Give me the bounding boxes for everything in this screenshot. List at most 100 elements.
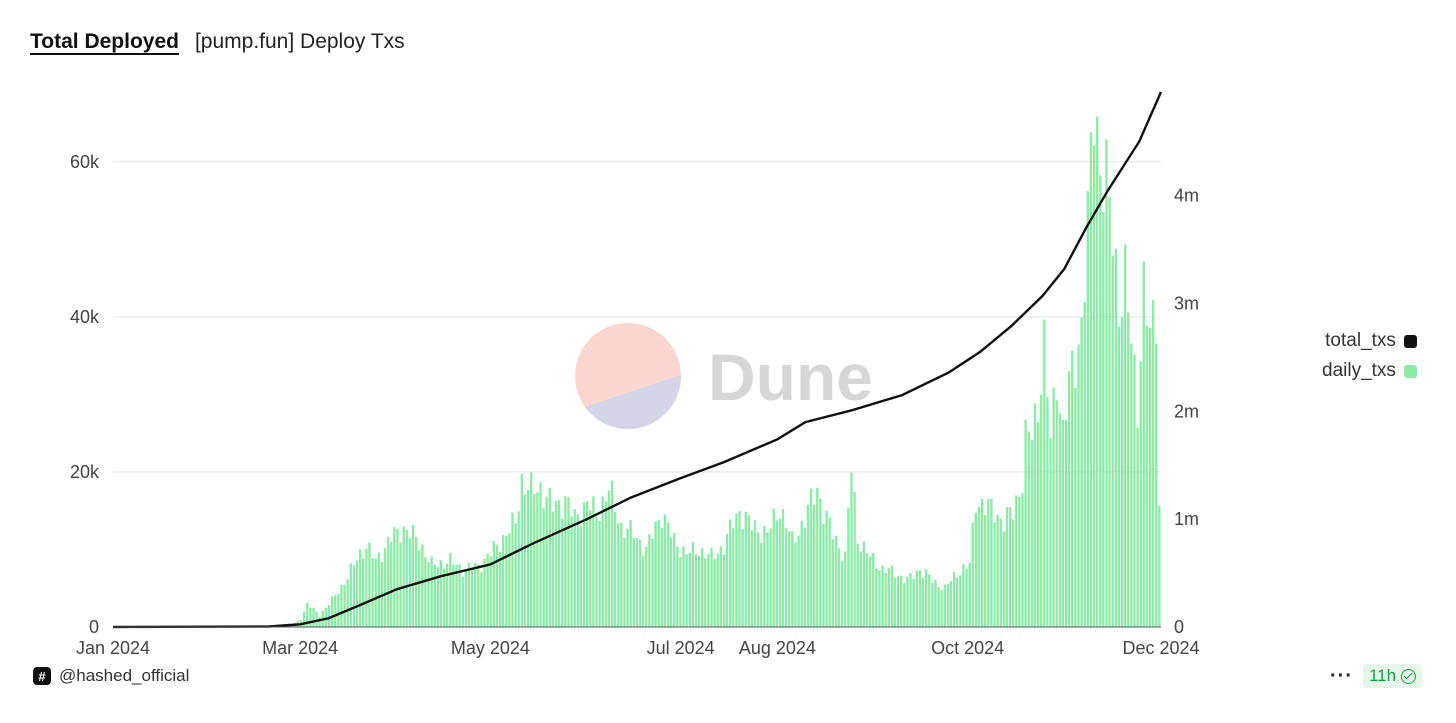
daily-bar (984, 514, 987, 627)
y-left-tick-label: 40k (70, 307, 100, 327)
y-left-tick-label: 20k (70, 462, 100, 482)
daily-bar (486, 553, 489, 627)
daily-bar (1136, 427, 1139, 627)
daily-bar (446, 563, 449, 627)
daily-bar (405, 529, 408, 627)
daily-bar (430, 556, 433, 627)
daily-bar (334, 595, 337, 627)
daily-bar (570, 516, 573, 627)
daily-bar (480, 572, 483, 627)
daily-bar (477, 564, 480, 627)
daily-bar (1114, 248, 1117, 628)
daily-bar (965, 568, 968, 627)
daily-bar (315, 611, 318, 627)
daily-bar (585, 501, 589, 627)
daily-bar (813, 504, 816, 627)
daily-bar (371, 557, 374, 627)
daily-bar (1018, 496, 1021, 627)
daily-bar (427, 562, 430, 627)
daily-bar (987, 499, 990, 627)
daily-bar (582, 502, 586, 627)
daily-bar (959, 575, 962, 627)
daily-bar (638, 540, 642, 627)
legend-item-total[interactable]: total_txs (1322, 326, 1417, 356)
daily-bar (1074, 387, 1077, 627)
daily-bar (452, 564, 455, 627)
daily-bar (943, 584, 946, 627)
daily-bar (1120, 316, 1124, 627)
daily-bar (414, 537, 418, 627)
daily-bar (840, 560, 844, 627)
daily-bar (461, 576, 464, 627)
x-tick-label: Aug 2024 (739, 638, 816, 658)
daily-bar (641, 555, 645, 627)
legend-swatch-total (1403, 334, 1417, 348)
chart-header: Total Deployed [pump.fun] Deploy Txs (30, 30, 405, 54)
y-right-tick-label: 0 (1174, 617, 1184, 637)
daily-bar (881, 565, 884, 627)
daily-bar (853, 492, 856, 627)
daily-bar (1080, 317, 1083, 627)
legend-item-daily[interactable]: daily_txs (1322, 356, 1417, 386)
daily-bar (993, 522, 996, 627)
daily-bar (903, 582, 906, 627)
daily-bar (396, 528, 399, 627)
daily-bar (1139, 361, 1142, 627)
daily-bar (492, 540, 496, 627)
daily-bar (1068, 371, 1071, 627)
x-tick-label: Oct 2024 (931, 638, 1004, 658)
daily-bar (464, 568, 468, 627)
daily-bar (1033, 403, 1037, 627)
daily-bar (558, 500, 561, 627)
daily-bar (377, 552, 380, 627)
daily-bar (613, 512, 617, 627)
daily-bar (822, 523, 825, 627)
daily-bar (632, 538, 635, 627)
daily-bar (595, 516, 598, 627)
tab-total-deployed[interactable]: Total Deployed (30, 30, 179, 53)
daily-bar (393, 527, 396, 627)
daily-bar (834, 535, 838, 627)
daily-bar (421, 544, 424, 627)
author-credit[interactable]: # @hashed_official (33, 666, 189, 686)
dune-watermark: Dune (575, 323, 873, 429)
daily-bar (1061, 419, 1065, 627)
daily-bar (679, 557, 682, 627)
query-title: [pump.fun] Deploy Txs (194, 30, 405, 53)
daily-bar (791, 531, 794, 627)
daily-bar (1086, 191, 1089, 627)
daily-bar (875, 568, 878, 627)
freshness-badge[interactable]: 11h (1362, 664, 1423, 688)
daily-bar (411, 524, 415, 627)
daily-bar (604, 501, 607, 627)
daily-bar (956, 577, 959, 627)
daily-bar (617, 523, 620, 627)
x-tick-label: May 2024 (451, 638, 530, 658)
daily-bar (837, 548, 841, 627)
daily-bar (386, 537, 390, 627)
daily-bar (1089, 132, 1093, 627)
daily-bar (424, 557, 427, 627)
daily-bar (772, 508, 775, 627)
daily-bar (657, 520, 660, 627)
daily-bar (697, 555, 701, 627)
daily-bar (620, 522, 623, 627)
legend-swatch-daily (1403, 364, 1417, 378)
daily-bar (610, 480, 614, 627)
daily-bar (651, 538, 654, 627)
daily-bar (685, 554, 688, 627)
daily-bar (548, 487, 551, 627)
daily-bar (763, 526, 766, 627)
daily-bar (1151, 300, 1155, 627)
more-options-icon[interactable]: ··· (1330, 664, 1353, 687)
axis-ticks: 0 20k 40k 60k 0 1m 2m 3m 4m Jan 2024 Mar 2024 May 2… (70, 152, 1200, 658)
daily-bar (1015, 495, 1018, 627)
daily-bar (896, 576, 900, 627)
daily-bar (433, 564, 436, 627)
daily-bar (567, 497, 570, 627)
daily-bar (732, 528, 735, 627)
daily-bar (302, 611, 306, 627)
daily-bar (607, 490, 611, 627)
daily-bar (1055, 400, 1058, 627)
daily-bar (526, 489, 530, 627)
